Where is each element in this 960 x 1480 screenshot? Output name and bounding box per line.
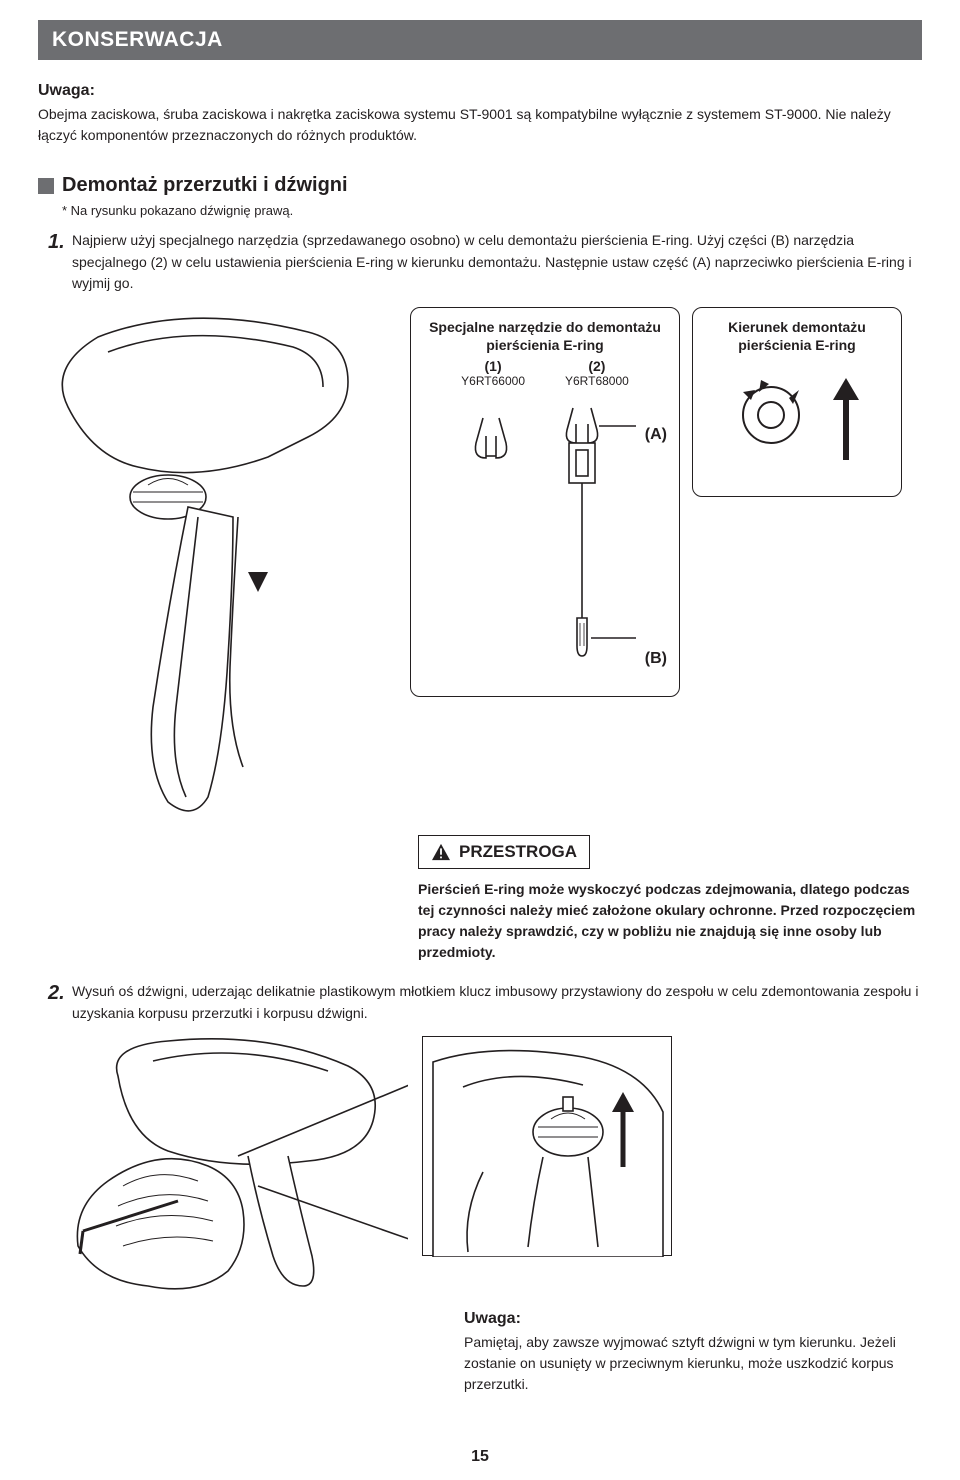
tool-col-1: (1) Y6RT66000 [461, 358, 525, 388]
page-number: 15 [471, 1448, 489, 1466]
step-2-number: 2. [48, 981, 66, 1003]
header-bar: KONSERWACJA [38, 20, 922, 60]
step-1-number: 1. [48, 230, 66, 252]
figure-row-1: Specjalne narzędzie do demontażu pierści… [38, 307, 922, 817]
tools-columns: (1) Y6RT66000 (2) Y6RT68000 [421, 358, 669, 388]
figure-detail-closeup [422, 1036, 672, 1256]
note-text: Pamiętaj, aby zawsze wyjmować sztyft dźw… [464, 1332, 922, 1395]
step-2: 2. Wysuń oś dźwigni, uderzając delikatni… [48, 981, 922, 1024]
figure-lever [38, 307, 398, 817]
section-subhint: * Na rysunku pokazano dźwignię prawą. [62, 203, 922, 218]
tool-label-a: (A) [645, 426, 667, 444]
caution-text: Pierścień E-ring może wyskoczyć podczas … [418, 879, 918, 963]
attention-label: Uwaga: [38, 82, 922, 100]
figure-tools-box: Specjalne narzędzie do demontażu pierści… [410, 307, 680, 697]
caution-box: PRZESTROGA [418, 835, 590, 869]
tools-header: Specjalne narzędzie do demontażu pierści… [421, 318, 669, 354]
tool-2-code: Y6RT68000 [565, 374, 629, 388]
section-title: Demontaż przerzutki i dźwigni [62, 174, 348, 197]
step-1: 1. Najpierw użyj specjalnego narzędzia (… [48, 230, 922, 295]
note-block: Uwaga: Pamiętaj, aby zawsze wyjmować szt… [464, 1310, 922, 1395]
figure-row-2 [48, 1036, 922, 1296]
tool-1-num: (1) [485, 358, 502, 374]
direction-header: Kierunek demontażu pierścienia E-ring [701, 318, 893, 354]
step-2-text: Wysuń oś dźwigni, uderzając delikatnie p… [72, 981, 922, 1024]
tool-col-2: (2) Y6RT68000 [565, 358, 629, 388]
attention-text: Obejma zaciskowa, śruba zaciskowa i nakr… [38, 104, 922, 146]
step-1-text: Najpierw użyj specjalnego narzędzia (spr… [72, 230, 922, 295]
figure-direction-box: Kierunek demontażu pierścienia E-ring [692, 307, 902, 497]
section-bullet-icon [38, 178, 54, 194]
warning-icon [431, 843, 451, 861]
note-label: Uwaga: [464, 1310, 922, 1328]
tool-2-num: (2) [588, 358, 605, 374]
tool-1-code: Y6RT66000 [461, 374, 525, 388]
header-title: KONSERWACJA [52, 28, 908, 52]
figure-hand-lever [48, 1036, 408, 1296]
caution-label: PRZESTROGA [459, 842, 577, 862]
section-heading: Demontaż przerzutki i dźwigni [38, 174, 922, 197]
attention-block-1: Uwaga: Obejma zaciskowa, śruba zaciskowa… [38, 82, 922, 146]
tool-label-b: (B) [645, 650, 667, 668]
